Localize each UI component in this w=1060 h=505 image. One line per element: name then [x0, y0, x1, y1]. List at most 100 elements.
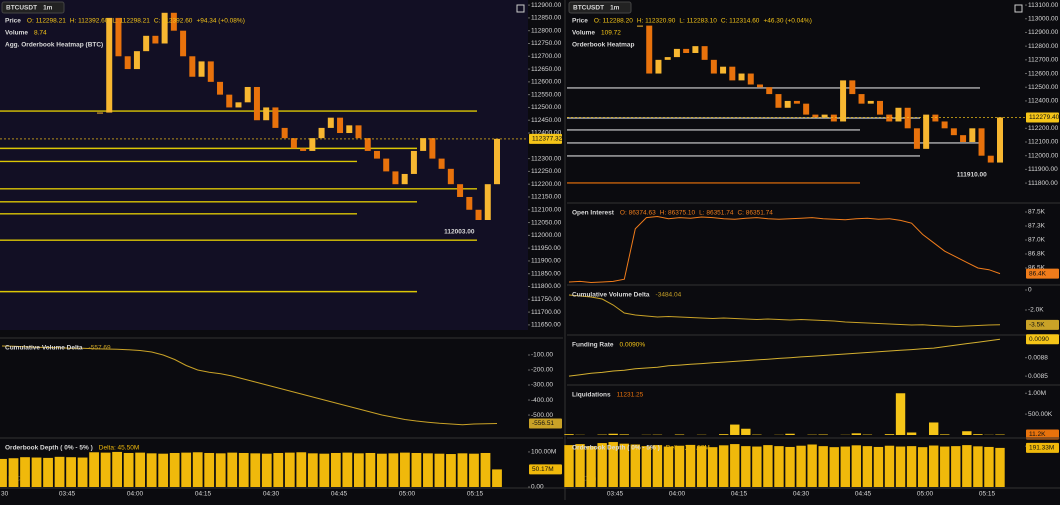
time-tick-label: 03:45: [607, 491, 624, 498]
candle: [392, 171, 398, 184]
candle: [402, 174, 408, 184]
bar: [719, 434, 728, 435]
bar: [841, 447, 850, 487]
y-tick-label: 112900.00: [531, 2, 562, 9]
symbol: BTCUSDT: [573, 5, 604, 12]
bar: [147, 453, 157, 487]
y-tick-label: 112300.00: [531, 155, 562, 162]
bar: [697, 446, 706, 487]
bar: [962, 445, 971, 487]
candle: [905, 108, 911, 129]
legend-label: Orderbook Depth ( 0% - 5% ): [572, 445, 660, 452]
y-tick-label: 112200.00: [531, 181, 562, 188]
candle: [282, 128, 288, 138]
y-tick-label: 111900.00: [531, 258, 561, 265]
legend-value: Delta: 45.50M: [99, 445, 139, 452]
bar: [43, 458, 53, 487]
time-tick-label: 04:30: [793, 491, 810, 498]
bar: [719, 445, 728, 487]
bar: [984, 447, 993, 487]
candle: [337, 118, 343, 133]
candle: [309, 138, 315, 151]
time-tick-label: 04:15: [195, 491, 212, 498]
bar: [400, 453, 410, 487]
candle: [720, 67, 726, 74]
candle: [254, 87, 260, 120]
candle: [125, 56, 131, 69]
interval[interactable]: 1m: [610, 5, 620, 12]
candle: [757, 84, 763, 87]
bar: [135, 453, 145, 487]
legend-value: +94.34 (+0.08%): [196, 18, 244, 25]
y-tick-label: -400.00: [531, 397, 553, 404]
y-tick-label: 87.3K: [1028, 223, 1046, 230]
time-tick-label: 03:45: [59, 491, 76, 498]
time-tick-label: 05:00: [399, 491, 416, 498]
candle: [448, 169, 454, 184]
candle: [106, 18, 112, 113]
bar: [32, 458, 42, 487]
bar: [342, 453, 352, 487]
symbol: BTCUSDT: [6, 5, 37, 12]
bar: [995, 448, 1004, 487]
legend-value: O: 112298.21: [27, 18, 66, 25]
bar: [285, 453, 295, 487]
candle: [979, 128, 985, 155]
bar: [896, 393, 905, 435]
y-tick-label: -300.00: [531, 382, 553, 389]
candle: [134, 51, 140, 69]
legend-value: +46.30 (+0.04%): [763, 18, 811, 25]
legend-label: Volume: [5, 30, 28, 37]
candle: [411, 151, 417, 174]
bar: [365, 453, 375, 487]
candle: [775, 94, 781, 108]
y-tick-label: -100.00: [531, 352, 553, 359]
pane-title: Orderbook Heatmap: [572, 42, 635, 49]
candle: [235, 102, 241, 107]
bar: [675, 434, 684, 435]
bar: [730, 425, 739, 435]
candle: [272, 107, 278, 127]
legend-value: O: 86374.63: [620, 210, 656, 217]
bar: [730, 444, 739, 487]
interval[interactable]: 1m: [43, 5, 53, 12]
candle: [831, 115, 837, 122]
bar: [907, 446, 916, 487]
bar: [412, 453, 422, 487]
candle: [932, 115, 938, 122]
legend-label: Cumulative Volume Delta: [572, 292, 650, 299]
candle: [300, 148, 306, 151]
bar: [885, 434, 894, 435]
candle: [859, 94, 865, 104]
candle: [914, 128, 920, 149]
y-tick-label: 87.0K: [1028, 237, 1046, 244]
bar: [818, 446, 827, 487]
legend-value: O: 112288.20: [594, 18, 633, 25]
bar: [492, 469, 502, 487]
legend-label: Orderbook Depth ( 0% - 5% ): [5, 445, 93, 452]
candle: [457, 184, 463, 197]
bar: [962, 431, 971, 435]
pane-title: Agg. Orderbook Heatmap (BTC): [5, 42, 103, 49]
bar: [0, 459, 7, 487]
candle: [328, 118, 334, 128]
bar: [586, 446, 595, 487]
candle: [152, 36, 158, 44]
y-tick-label: 112000.00: [1028, 152, 1059, 159]
y-tick-label: 112050.00: [531, 219, 562, 226]
candle: [346, 125, 352, 133]
y-tick-label: 112750.00: [531, 40, 562, 47]
y-tick-label: 112600.00: [531, 79, 562, 86]
y-tick-label: 112500.00: [1028, 84, 1059, 91]
bar: [158, 454, 168, 487]
bar: [675, 446, 684, 487]
legend-value: L: 112283.10: [679, 18, 717, 25]
y-tick-label: 112250.00: [531, 168, 562, 175]
bar: [907, 432, 916, 435]
bar: [785, 447, 794, 487]
y-tick-label: 1.00M: [1028, 390, 1046, 397]
candle: [319, 128, 325, 138]
bar: [227, 453, 237, 487]
bar: [66, 457, 76, 487]
bar: [642, 446, 651, 487]
